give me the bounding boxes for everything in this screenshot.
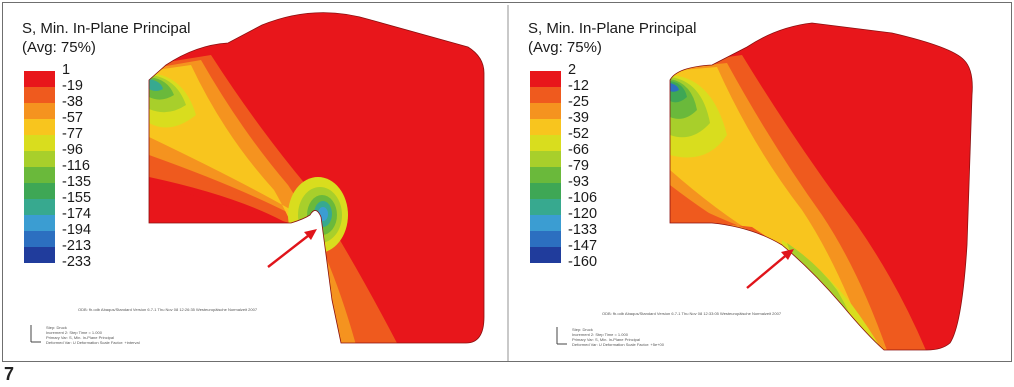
right-legend-swatch	[530, 183, 561, 199]
left-arrow-line	[267, 231, 314, 268]
right-primary-info: Primary Var: S, Min. In-Plane Principal	[572, 337, 640, 342]
right-legend-swatch	[530, 199, 561, 215]
left-stress-contour-plot	[148, 12, 485, 344]
right-legend-swatch	[530, 231, 561, 247]
left-legend-value: -174	[62, 206, 92, 222]
left-legend-title: S, Min. In-Plane Principal (Avg: 75%)	[22, 19, 190, 57]
left-legend-swatch	[24, 87, 55, 103]
left-legend-value: -135	[62, 174, 92, 190]
left-legend-value: -213	[62, 238, 92, 254]
right-legend-value: -120	[568, 206, 598, 222]
left-legend-swatch	[24, 247, 55, 263]
left-legend-value: -77	[62, 126, 83, 142]
left-legend-swatch	[24, 215, 55, 231]
left-legend-swatch	[24, 199, 55, 215]
right-deformed-info: Deformed Var: U Deformation Scale Factor…	[572, 342, 664, 347]
left-legend-swatch	[24, 151, 55, 167]
left-legend-swatch	[24, 231, 55, 247]
left-arrow-head	[304, 229, 317, 240]
right-legend-value: -39	[568, 110, 589, 126]
right-legend-value: -25	[568, 94, 589, 110]
right-title-line1: S, Min. In-Plane Principal	[528, 20, 697, 37]
left-primary-info: Primary Var: S, Min. In-Plane Principal	[46, 335, 114, 340]
left-odb-info: ODB: fh.odb Abaqus/Standard Version 6.7-…	[78, 307, 258, 312]
right-legend-swatch	[530, 215, 561, 231]
right-legend-value: -52	[568, 126, 589, 142]
left-axis-triad-icon	[30, 325, 41, 343]
left-legend-value: -194	[62, 222, 92, 238]
left-legend-swatch	[24, 71, 55, 87]
right-odb-info: ODB: fb.odb Abaqus/Standard Version 6.7-…	[602, 311, 782, 316]
left-legend-value: -155	[62, 190, 92, 206]
left-contour-panel: S, Min. In-Plane Principal (Avg: 75%) 1-…	[6, 5, 504, 361]
right-legend-value: 2	[568, 62, 577, 78]
left-legend-swatch	[24, 135, 55, 151]
right-legend-swatch	[530, 135, 561, 151]
left-legend-swatch	[24, 119, 55, 135]
left-legend-swatch	[24, 167, 55, 183]
right-increment-info: Increment 2: Step Time = 1.000	[572, 332, 628, 337]
right-legend-title: S, Min. In-Plane Principal (Avg: 75%)	[528, 19, 696, 57]
right-arrow-head	[781, 249, 794, 260]
left-title-line2: (Avg: 75%)	[22, 39, 96, 56]
left-legend-value: -38	[62, 94, 83, 110]
right-legend-value: -160	[568, 254, 598, 270]
right-step-info: Step: Druck	[572, 327, 593, 332]
right-legend-value: -147	[568, 238, 598, 254]
right-legend-swatch	[530, 103, 561, 119]
right-legend-value: -12	[568, 78, 589, 94]
panel-divider	[507, 5, 509, 361]
right-legend-value: -79	[568, 158, 589, 174]
left-legend-value: -57	[62, 110, 83, 126]
right-contour-panel: S, Min. In-Plane Principal (Avg: 75%) 2-…	[512, 5, 1010, 361]
right-arrow-line	[746, 251, 791, 289]
right-stress-contour-plot	[669, 22, 973, 351]
right-legend-swatch	[530, 119, 561, 135]
left-title-line1: S, Min. In-Plane Principal	[22, 20, 191, 37]
right-legend-swatch	[530, 167, 561, 183]
left-deformed-info: Deformed Var: U Deformation Scale Factor…	[46, 340, 140, 345]
right-legend-value: -106	[568, 190, 598, 206]
left-legend-value: -19	[62, 78, 83, 94]
left-legend-value: -96	[62, 142, 83, 158]
right-axis-triad-icon	[556, 327, 567, 345]
left-step-info: Step: Druck	[46, 325, 67, 330]
left-legend-value: 1	[62, 62, 71, 78]
right-legend-value: -93	[568, 174, 589, 190]
left-legend-value: -233	[62, 254, 92, 270]
right-legend-value: -66	[568, 142, 589, 158]
right-legend-swatch	[530, 247, 561, 263]
left-legend-swatch	[24, 183, 55, 199]
figure-frame: S, Min. In-Plane Principal (Avg: 75%) 1-…	[2, 2, 1012, 362]
right-legend-swatch	[530, 151, 561, 167]
right-legend-value: -133	[568, 222, 598, 238]
left-legend-swatch	[24, 103, 55, 119]
right-title-line2: (Avg: 75%)	[528, 39, 602, 56]
right-legend-swatch	[530, 87, 561, 103]
figure-number: 7	[4, 364, 15, 384]
left-increment-info: Increment 2: Step Time = 1.000	[46, 330, 102, 335]
left-legend-value: -116	[62, 158, 90, 174]
right-legend-swatch	[530, 71, 561, 87]
